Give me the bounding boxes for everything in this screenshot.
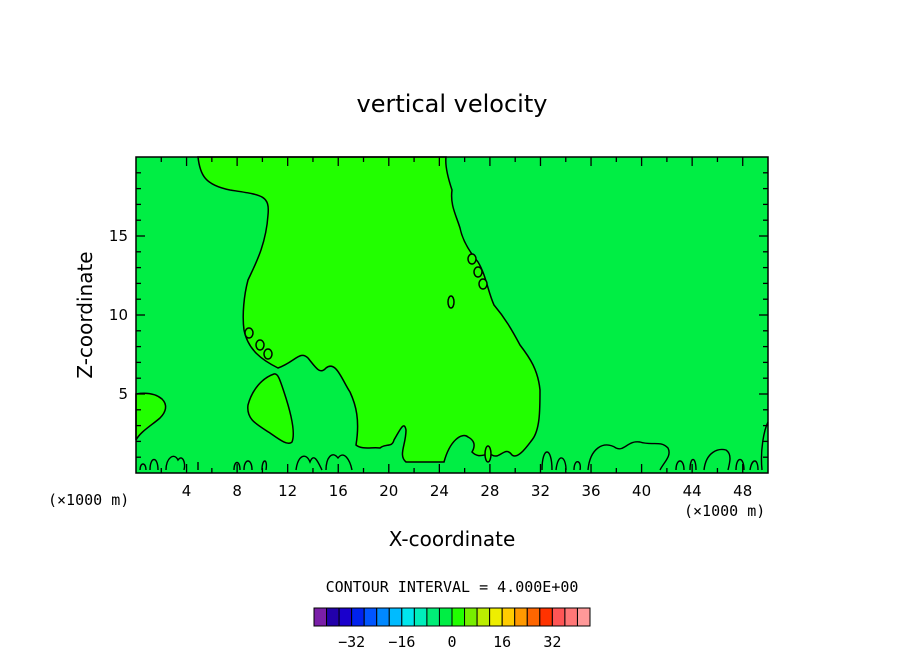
colorbar-swatch	[426, 607, 440, 627]
y-axis-label: Z-coordinate	[73, 251, 97, 378]
y-tick-label: 15	[109, 227, 128, 245]
colorbar-tick-label: 32	[543, 633, 561, 651]
x-tick-label: 20	[379, 482, 398, 500]
colorbar-swatch	[489, 607, 503, 627]
y-tick-label: 5	[118, 385, 128, 403]
x-unit-right: (×1000 m)	[684, 502, 765, 520]
colorbar-swatch	[464, 607, 478, 627]
colorbar-swatch	[539, 607, 553, 627]
contour-region-main	[197, 156, 541, 463]
colorbar-swatch	[501, 607, 516, 627]
contour-region-blob	[247, 373, 295, 445]
x-tick-label: 16	[329, 482, 348, 500]
colorbar-tick-label: −16	[388, 633, 415, 651]
x-tick-label: 24	[430, 482, 449, 500]
colorbar-swatch	[326, 607, 340, 627]
colorbar-swatch	[338, 607, 353, 627]
colorbar	[313, 607, 591, 627]
colorbar-swatch	[388, 607, 403, 627]
colorbar-swatch	[413, 607, 428, 627]
x-tick-label: 48	[733, 482, 752, 500]
contour-region-small-left	[135, 392, 167, 441]
y-tick-label: 10	[109, 306, 128, 324]
colorbar-swatch	[576, 607, 591, 627]
colorbar-tick-label: 0	[447, 633, 456, 651]
colorbar-swatch	[376, 607, 390, 627]
x-tick-label: 4	[182, 482, 192, 500]
x-axis-label: X-coordinate	[389, 527, 516, 551]
x-tick-label: 32	[531, 482, 550, 500]
x-tick-label: 44	[683, 482, 702, 500]
x-tick-label: 40	[632, 482, 651, 500]
contour-small-ovals	[244, 253, 492, 463]
colorbar-swatch	[476, 607, 491, 627]
x-tick-label: 28	[480, 482, 499, 500]
colorbar-swatch	[526, 607, 541, 627]
colorbar-swatch	[363, 607, 378, 627]
colorbar-labels: −32 −16 0 16 32	[338, 633, 561, 651]
x-tick-label: 12	[278, 482, 297, 500]
colorbar-swatch	[438, 607, 453, 627]
colorbar-swatch	[551, 607, 566, 627]
colorbar-swatch	[514, 607, 528, 627]
x-tick-label: 8	[232, 482, 242, 500]
colorbar-swatch	[401, 607, 415, 627]
colorbar-swatch	[313, 607, 328, 627]
colorbar-tick-label: 16	[493, 633, 511, 651]
contour-bottom-noise	[139, 421, 769, 471]
colorbar-swatch	[351, 607, 365, 627]
y-axis-ticks: 5 10 15	[109, 172, 768, 458]
colorbar-swatch	[451, 607, 466, 627]
chart-title: vertical velocity	[357, 90, 548, 118]
x-unit-left: (×1000 m)	[48, 491, 129, 509]
colorbar-tick-label: −32	[338, 633, 365, 651]
x-tick-label: 36	[581, 482, 600, 500]
colorbar-swatch	[564, 607, 578, 627]
contour-interval-label: CONTOUR INTERVAL = 4.000E+00	[326, 578, 579, 596]
x-axis-ticks: 4 8 12 16 20 24 28 32 36 40 44 48	[160, 157, 752, 500]
